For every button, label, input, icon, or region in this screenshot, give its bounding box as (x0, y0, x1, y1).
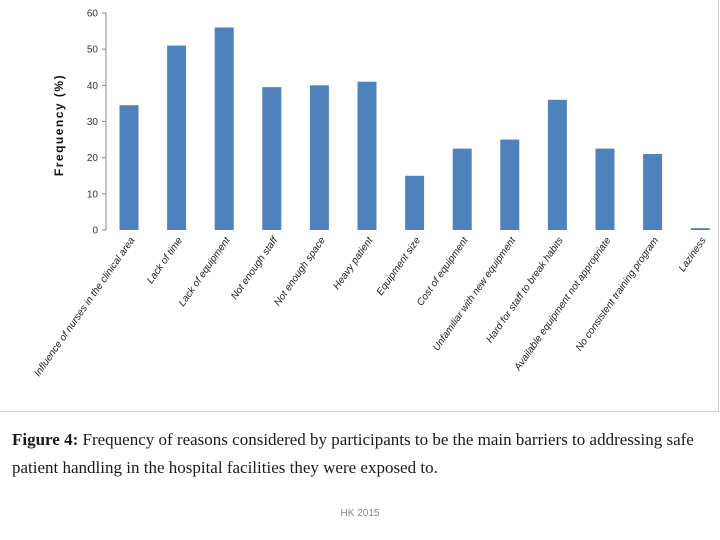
y-tick-label: 50 (87, 45, 99, 56)
bar (309, 85, 329, 230)
y-tick-label: 40 (87, 81, 99, 92)
bar-chart: 0 10 20 30 40 50 60 Influence of nurses in the… (32, 9, 710, 379)
category-labels: Influence of nurses in the clinical area… (32, 234, 708, 378)
x-category-label: Cost of equipment (415, 234, 471, 308)
x-category-label: Lack of equipment (177, 234, 234, 308)
bar (643, 154, 663, 230)
bar (547, 99, 567, 230)
y-tick-label: 10 (87, 189, 99, 200)
bar (500, 139, 520, 230)
x-category-label: Not enough staff (229, 234, 281, 301)
x-category-label: Heavy patient (331, 234, 376, 291)
bar (595, 148, 615, 230)
bar (405, 175, 425, 230)
y-tick-label: 20 (87, 153, 99, 164)
x-category-label: Available equipment not appropriate (512, 235, 614, 373)
x-category-label: Lack of time (145, 235, 185, 286)
bar (167, 45, 187, 230)
y-tick-label: 60 (87, 9, 99, 20)
bar (357, 81, 377, 230)
bars (119, 27, 710, 231)
bar (452, 148, 472, 230)
x-category-label: Influence of nurses in the clinical area (32, 235, 137, 379)
x-category-label: Unfamiliar with new equipment (431, 234, 519, 353)
bar (690, 228, 710, 230)
x-category-label: No consistent training program (574, 235, 661, 353)
footer-text: HK 2015 (340, 508, 380, 519)
figure-caption: Figure 4: Frequency of reasons considere… (12, 426, 712, 482)
x-category-label: Laziness (677, 235, 709, 274)
caption-label: Figure 4: (12, 430, 79, 449)
bar (262, 87, 282, 231)
caption-text: Frequency of reasons considered by parti… (12, 430, 694, 477)
bar (119, 105, 139, 230)
bar (214, 27, 234, 230)
y-tick-label: 0 (92, 226, 98, 237)
x-category-label: Not enough space (272, 235, 328, 308)
y-tick-label: 30 (87, 117, 99, 128)
y-axis: 0 10 20 30 40 50 60 (87, 9, 107, 237)
y-axis-title: Frequency (%) (52, 74, 66, 176)
x-category-label: Equipment size (375, 235, 423, 298)
chart-frame: 0 10 20 30 40 50 60 Influence of nurses in the… (0, 0, 719, 412)
